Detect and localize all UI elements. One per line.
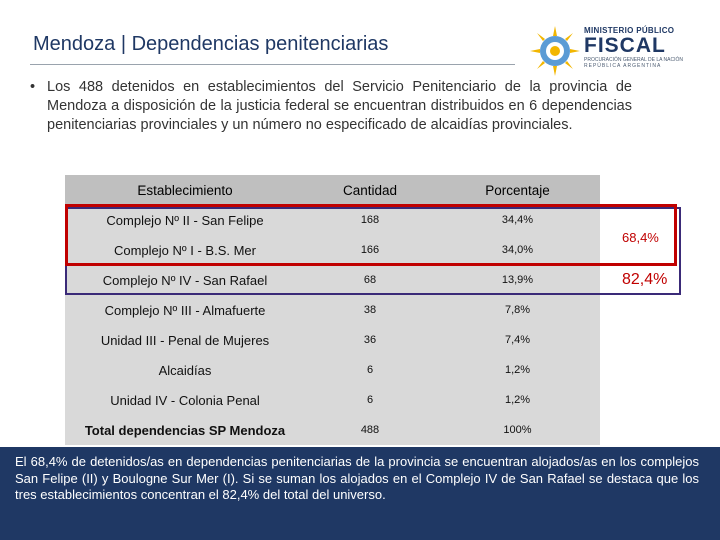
cell-porcentaje: 13,9% xyxy=(501,274,534,286)
cell-establecimiento: Alcaidías xyxy=(158,363,212,378)
cell-establecimiento: Complejo Nº I - B.S. Mer xyxy=(113,243,256,258)
table-row: Alcaidías 6 1,2% xyxy=(65,355,600,385)
establishments-table: Establecimiento Cantidad Porcentaje Comp… xyxy=(65,175,600,445)
cell-establecimiento: Complejo Nº III - Almafuerte xyxy=(104,303,266,318)
cell-cantidad: 168 xyxy=(360,214,380,226)
cell-porcentaje: 1,2% xyxy=(504,394,531,406)
logo-line-republica: REPÚBLICA ARGENTINA xyxy=(584,63,662,69)
intro-paragraph: • Los 488 detenidos en establecimientos … xyxy=(30,78,632,135)
cell-porcentaje: 1,2% xyxy=(504,364,531,376)
cell-porcentaje: 34,4% xyxy=(501,214,534,226)
cell-porcentaje: 7,4% xyxy=(504,334,531,346)
table-row: Complejo Nº II - San Felipe 168 34,4% xyxy=(65,205,600,235)
cell-establecimiento: Complejo Nº II - San Felipe xyxy=(106,213,264,228)
table-row: Complejo Nº I - B.S. Mer 166 34,0% xyxy=(65,235,600,265)
header-porcentaje: Porcentaje xyxy=(485,183,550,198)
logo-line-fiscal: FISCAL xyxy=(584,34,666,57)
logo-line-ministerio: MINISTERIO PÚBLICO xyxy=(584,26,675,35)
logo-line-procuracion: PROCURACIÓN GENERAL DE LA NACIÓN xyxy=(584,57,684,63)
table-row: Unidad III - Penal de Mujeres 36 7,4% xyxy=(65,325,600,355)
ministerio-publico-fiscal-logo: MINISTERIO PÚBLICO FISCAL PROCURACIÓN GE… xyxy=(528,24,700,80)
summary-footer: El 68,4% de detenidos/as en dependencias… xyxy=(0,447,720,540)
header-cantidad: Cantidad xyxy=(342,183,398,198)
percent-top2-label: 68,4% xyxy=(622,230,659,245)
cell-establecimiento: Unidad III - Penal de Mujeres xyxy=(100,333,270,348)
table-header: Establecimiento Cantidad Porcentaje xyxy=(65,175,600,205)
percent-top3-label: 82,4% xyxy=(622,271,668,288)
page-title: Mendoza | Dependencias penitenciarias xyxy=(33,33,389,55)
cell-cantidad: 38 xyxy=(363,304,377,316)
cell-cantidad: 68 xyxy=(363,274,377,286)
cell-cantidad: 6 xyxy=(366,394,374,406)
cell-cantidad: 6 xyxy=(366,364,374,376)
summary-text: El 68,4% de detenidos/as en dependencias… xyxy=(15,454,699,502)
cell-establecimiento: Complejo Nº IV - San Rafael xyxy=(102,273,268,288)
cell-establecimiento: Unidad IV - Colonia Penal xyxy=(110,393,260,408)
total-cantidad: 488 xyxy=(360,424,380,436)
total-label: Total dependencias SP Mendoza xyxy=(84,423,286,438)
table-row: Complejo Nº III - Almafuerte 38 7,8% xyxy=(65,295,600,325)
cell-porcentaje: 7,8% xyxy=(504,304,531,316)
table-total-row: Total dependencias SP Mendoza 488 100% xyxy=(65,415,600,445)
sun-emblem-icon xyxy=(530,26,580,76)
bullet-marker: • xyxy=(30,79,36,95)
table-row: Unidad IV - Colonia Penal 6 1,2% xyxy=(65,385,600,415)
intro-text: Los 488 detenidos en establecimientos de… xyxy=(47,79,632,133)
table-row: Complejo Nº IV - San Rafael 68 13,9% xyxy=(65,265,600,295)
cell-cantidad: 36 xyxy=(363,334,377,346)
cell-porcentaje: 34,0% xyxy=(501,244,534,256)
highlight-top2-box xyxy=(65,204,677,266)
title-divider xyxy=(30,64,515,65)
cell-cantidad: 166 xyxy=(360,244,380,256)
total-porcentaje: 100% xyxy=(503,424,532,436)
header-establecimiento: Establecimiento xyxy=(137,183,233,198)
